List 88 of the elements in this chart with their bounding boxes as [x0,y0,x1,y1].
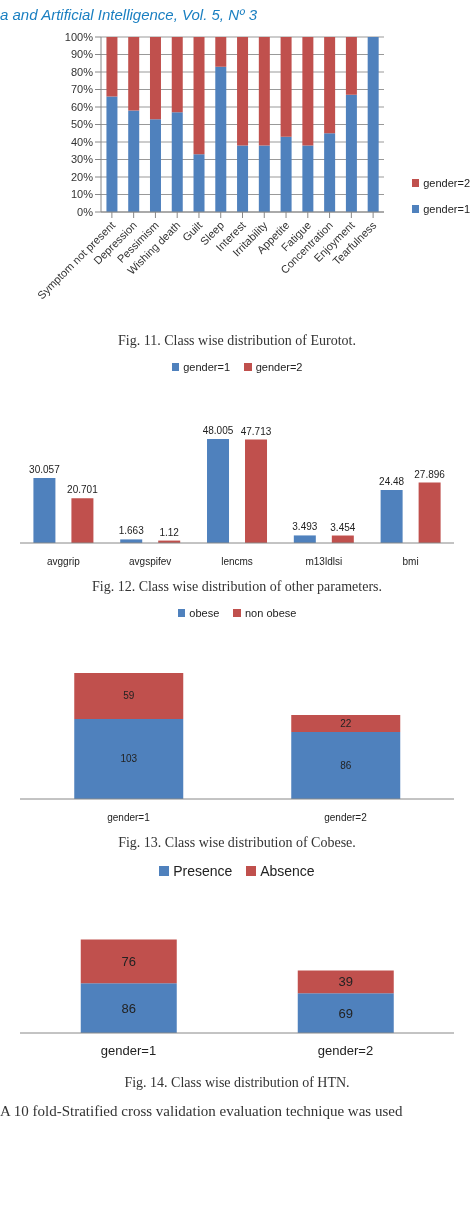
data-label: 1.663 [118,525,145,537]
legend-label: gender=2 [423,177,470,189]
bar [128,37,140,111]
bar [171,37,183,113]
bar [128,110,140,212]
data-label: 3.454 [330,521,356,533]
bar [258,145,270,212]
legend-label: Absence [260,863,315,879]
bar [324,37,336,134]
bar [207,438,230,543]
bar [237,145,249,212]
y-tick-label: 20% [70,170,94,183]
bar [74,673,184,719]
data-label: 59 [123,690,135,702]
bar [302,37,314,146]
bar [297,993,394,1033]
y-tick-label: 10% [70,188,94,201]
caption: Fig. 12. Class wise distribution of other parameters. [90,578,384,596]
data-label: 76 [121,953,136,969]
bar [418,482,441,543]
data-label: 20.701 [67,484,99,496]
bar [293,535,316,543]
y-tick-label: 50% [70,118,94,131]
bar [380,489,403,543]
bar [291,732,401,799]
x-tick-label: lencms [221,556,253,567]
data-label: 48.005 [202,424,234,436]
bar [106,37,118,97]
text: a and Artificial Intelligence, Vol. 5, Nº 3 [0,5,258,25]
data-label: 24.48 [379,475,405,487]
y-tick-label: 0% [77,205,94,218]
legend-label: obese [189,607,220,619]
caption: Fig. 11. Class wise distribution of Eurotot. [117,332,357,350]
bar [245,439,268,543]
y-tick-label: 90% [70,48,94,61]
x-tick-label: bmi [402,556,419,567]
y-tick-label: 80% [70,65,94,78]
data-label: 3.493 [292,521,318,533]
bar [302,145,314,212]
caption: Fig. 14. Class wise distribution of HTN. [123,1074,351,1092]
y-tick-label: 100% [64,30,94,43]
legend-label: non obese [244,607,297,619]
bar [71,498,94,543]
data-label: 47.713 [240,425,272,437]
bar [291,715,401,733]
x-tick-label: m13ldlsi [305,556,343,567]
x-tick-label: avggrip [46,556,81,567]
y-tick-label: 40% [70,135,94,148]
bar [258,37,270,146]
legend-label: gender=1 [423,203,470,215]
bar [149,37,161,120]
bar [297,970,394,994]
bar [193,37,205,155]
text: A 10 fold-Stratified cross validation evaluation technique was used [0,1102,404,1121]
y-tick-label: 70% [70,83,94,96]
bar [345,94,357,212]
bar [280,136,292,212]
bar [215,66,227,212]
bar [280,37,292,137]
bar [367,37,379,212]
legend-label: Presence [173,863,233,879]
data-label: 69 [338,1005,353,1021]
bar [74,718,184,799]
y-tick-label: 60% [70,100,94,113]
bar [33,477,56,543]
bar [324,133,336,212]
bar [215,37,227,67]
data-label: 30.057 [29,463,61,475]
caption: Fig. 13. Class wise distribution of Cobese. [117,834,357,852]
bar [171,112,183,212]
bar [237,37,249,146]
y-tick-label: 30% [70,153,94,166]
bar [149,119,161,212]
data-label: 22 [340,718,352,730]
data-label: 39 [338,974,353,990]
data-label: 103 [120,753,138,765]
legend-label: gender=1 [183,361,230,373]
data-label: 86 [121,1000,136,1016]
data-label: 86 [340,760,352,772]
x-tick-label: avgspifev [129,556,172,567]
legend-label: gender=2 [255,361,303,373]
bar [80,939,177,984]
data-label: 1.12 [159,526,180,538]
bar [193,154,205,212]
bar [345,37,357,95]
bar [80,983,177,1033]
data-label: 27.896 [414,468,446,480]
bar [106,96,118,212]
